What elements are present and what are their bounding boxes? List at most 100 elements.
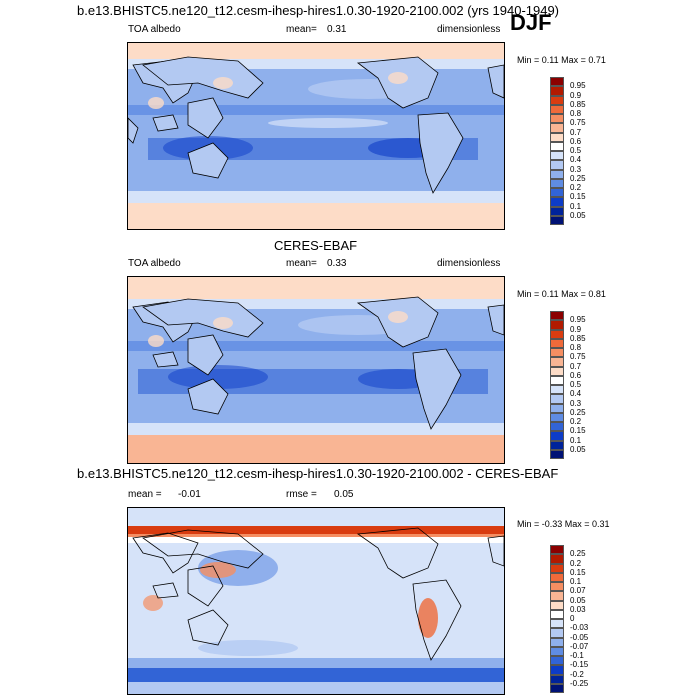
- colorbar-tick-label: 0.95: [570, 81, 586, 91]
- colorbar-tick-label: 0.75: [570, 118, 586, 128]
- colorbar-swatch: [550, 114, 564, 124]
- colorbar-tick-label: 0.15: [570, 192, 586, 202]
- colorbar-swatch: [550, 151, 564, 161]
- colorbar-tick-label: 0.4: [570, 155, 582, 165]
- colorbar-swatch: [550, 545, 564, 555]
- panel-2-title: CERES-EBAF: [274, 238, 358, 253]
- panel-3-map-plot: [128, 508, 504, 694]
- colorbar-swatch: [550, 141, 564, 151]
- colorbar-swatch: [550, 422, 564, 432]
- colorbar-swatch: [550, 637, 564, 647]
- season-label: DJF: [510, 10, 552, 35]
- colorbar-tick-label: 0.5: [570, 380, 582, 389]
- colorbar-tick-label: 0.25: [570, 407, 586, 417]
- colorbar-tick-label: 0.1: [570, 577, 582, 586]
- panel-1-map: [127, 42, 505, 230]
- panel-1-minmax: Min = 0.11 Max = 0.71: [517, 55, 606, 65]
- colorbar-tick-label: 0.4: [570, 389, 582, 399]
- colorbar-swatch: [550, 320, 564, 330]
- colorbar-swatch: [550, 385, 564, 395]
- colorbar-swatch: [550, 160, 564, 170]
- colorbar-swatch: [550, 123, 564, 133]
- colorbar-swatch: [550, 357, 564, 367]
- colorbar-swatch: [550, 563, 564, 573]
- colorbar-tick-label: 0.15: [570, 567, 586, 577]
- panel-2-minmax: Min = 0.11 Max = 0.81: [517, 289, 606, 299]
- colorbar-tick-label: 0.3: [570, 164, 582, 174]
- colorbar-swatch: [550, 628, 564, 638]
- colorbar-swatch: [550, 572, 564, 582]
- colorbar-tick-label: -0.25: [570, 678, 589, 688]
- colorbar-swatch: [550, 104, 564, 114]
- panel-3-minmax: Min = -0.33 Max = 0.31: [517, 519, 610, 529]
- colorbar-swatch: [550, 215, 564, 225]
- colorbar-swatch: [550, 86, 564, 96]
- colorbar-swatch: [550, 132, 564, 142]
- panel-3-mean-value: -0.01: [178, 489, 201, 500]
- colorbar-swatch: [550, 338, 564, 348]
- colorbar-tick-label: 0.05: [570, 595, 586, 605]
- colorbar-swatch: [550, 646, 564, 656]
- panel-3-mean-label: mean =: [128, 489, 162, 500]
- colorbar-tick-label: 0: [570, 614, 575, 623]
- panel-2-variable-label: TOA albedo: [128, 258, 181, 269]
- colorbar-tick-label: 0.25: [570, 549, 586, 559]
- colorbar-tick-label: 0.3: [570, 398, 582, 408]
- colorbar-tick-label: 0.7: [570, 361, 582, 371]
- colorbar-swatch: [550, 188, 564, 198]
- colorbar-tick-label: 0.07: [570, 586, 586, 596]
- colorbar-tick-label: 0.75: [570, 352, 586, 362]
- colorbar-swatch: [550, 197, 564, 207]
- panel-2-colorbar: 0.95 0.9 0.85 0.8 0.75 0.7 0.6 0.5 0.4 0.3 0.25 0.2…: [550, 311, 586, 459]
- panel-1-colorbar: 0.95 0.9 0.85 0.8 0.75 0.7 0.6 0.5 0.4 0.3 0.25 0.2…: [550, 77, 586, 225]
- colorbar-tick-label: 0.6: [570, 136, 582, 146]
- colorbar-swatch: [550, 169, 564, 179]
- colorbar-swatch: [550, 440, 564, 450]
- colorbar-swatch: [550, 591, 564, 601]
- colorbar-swatch: [550, 348, 564, 358]
- panel-1-units-label: dimensionless: [437, 24, 501, 35]
- colorbar-swatch: [550, 403, 564, 413]
- colorbar-tick-label: 0.85: [570, 333, 586, 343]
- colorbar-swatch: [550, 329, 564, 339]
- colorbar-swatch: [550, 394, 564, 404]
- panel-2-map: [127, 276, 505, 464]
- colorbar-swatch: [550, 674, 564, 684]
- colorbar-swatch: [550, 619, 564, 629]
- colorbar-tick-label: 0.2: [570, 558, 582, 568]
- colorbar-swatch: [550, 665, 564, 675]
- colorbar-tick-label: 0.5: [570, 146, 582, 155]
- colorbar-swatch: [550, 77, 564, 87]
- panel-2-mean-label: mean=: [286, 258, 317, 269]
- colorbar-swatch: [550, 656, 564, 666]
- colorbar-swatch: [550, 683, 564, 693]
- colorbar-swatch: [550, 311, 564, 321]
- colorbar-swatch: [550, 609, 564, 619]
- panel-1-mean-value: 0.31: [327, 24, 347, 35]
- colorbar-tick-label: -0.03: [570, 623, 589, 633]
- colorbar-swatch: [550, 375, 564, 385]
- colorbar-tick-label: 0.15: [570, 426, 586, 436]
- colorbar-tick-label: 0.8: [570, 109, 582, 118]
- colorbar-tick-label: 0.05: [570, 210, 586, 220]
- colorbar-tick-label: 0.8: [570, 343, 582, 352]
- colorbar-swatch: [550, 554, 564, 564]
- colorbar-tick-label: -0.2: [570, 669, 584, 679]
- colorbar-tick-label: 0.7: [570, 127, 582, 137]
- colorbar-tick-label: -0.07: [570, 641, 589, 651]
- panel-3-rmse-value: 0.05: [334, 489, 354, 500]
- colorbar-tick-label: 0.2: [570, 183, 582, 192]
- panel-2-units-label: dimensionless: [437, 258, 501, 269]
- colorbar-tick-label: 0.2: [570, 417, 582, 426]
- panel-2-mean-value: 0.33: [327, 258, 347, 269]
- colorbar-tick-label: -0.1: [570, 651, 584, 660]
- colorbar-tick-label: 0.9: [570, 90, 582, 100]
- colorbar-swatch: [550, 366, 564, 376]
- colorbar-tick-label: 0.03: [570, 604, 586, 614]
- colorbar-swatch: [550, 95, 564, 105]
- colorbar-swatch: [550, 431, 564, 441]
- colorbar-tick-label: 0.25: [570, 173, 586, 183]
- panel-3-colorbar: 0.25 0.2 0.15 0.1 0.07 0.05 0.03 0 -0.03 -0.05 -0.…: [550, 545, 588, 693]
- colorbar-swatch: [550, 412, 564, 422]
- colorbar-swatch: [550, 600, 564, 610]
